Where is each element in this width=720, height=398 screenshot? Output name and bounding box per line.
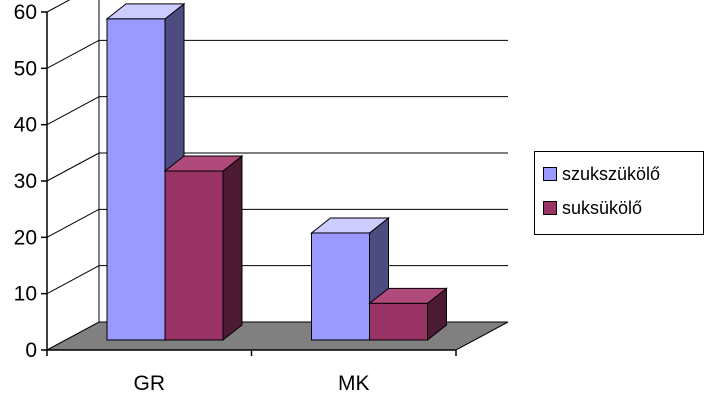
bar-MK-series-1 [311, 232, 370, 341]
legend-item-series-1: szukszükölő [543, 162, 660, 186]
gridline-diagonal [46, 265, 100, 295]
gridline-diagonal [46, 39, 100, 69]
x-category-label: MK [338, 372, 370, 395]
gridline-diagonal [46, 0, 71, 13]
legend: szukszükölő suksükölő [534, 151, 704, 235]
bar-GR-series-1 [106, 18, 166, 341]
legend-swatch-series-2 [543, 201, 557, 215]
y-tick-label: 20 [14, 226, 37, 249]
y-tick-label: 30 [14, 170, 37, 193]
gridline-diagonal [46, 152, 100, 182]
axes [41, 11, 457, 356]
y-tick-label: 0 [25, 339, 37, 362]
bar-MK-series-2 [369, 302, 428, 341]
bar-side-GR-series-2 [222, 154, 243, 342]
gridline-diagonal [46, 96, 100, 126]
legend-swatch-series-1 [543, 167, 557, 181]
x-category-label: GR [134, 372, 166, 395]
y-tick-label: 50 [14, 57, 37, 80]
y-tick-label: 40 [14, 114, 37, 137]
bar-GR-series-2 [164, 170, 224, 341]
gridline-diagonal [46, 208, 100, 238]
axis-labels: 0 10 20 30 40 50 60 GR MK [14, 1, 370, 395]
legend-label-series-2: suksükölő [562, 197, 643, 218]
y-tick-label: 60 [14, 1, 37, 24]
legend-label-series-1: szukszükölő [562, 163, 661, 184]
bars [105, 2, 448, 342]
y-tick-label: 10 [14, 283, 37, 306]
legend-item-series-2: suksükölő [543, 196, 642, 220]
